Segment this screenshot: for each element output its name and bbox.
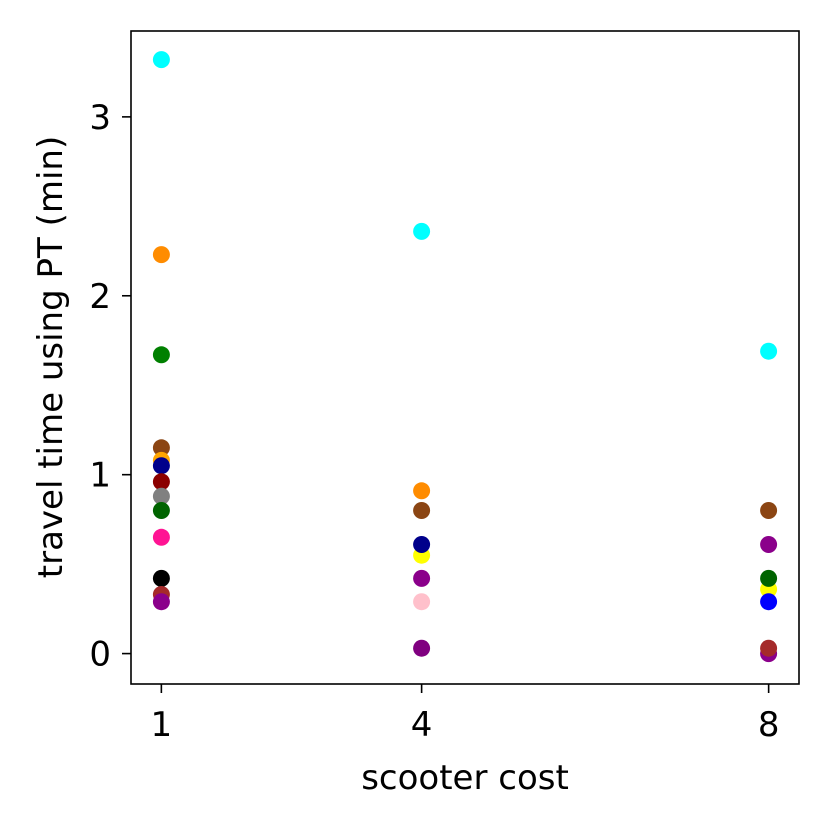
x-axis-ticks: 1 4 8 <box>151 684 780 745</box>
data-point <box>760 569 778 587</box>
y-axis-label: travel time using PT (min) <box>31 136 71 578</box>
data-point <box>152 457 170 475</box>
data-point <box>152 528 170 546</box>
data-point <box>152 502 170 519</box>
data-point <box>413 536 431 553</box>
data-point <box>413 593 431 611</box>
x-tick-label: 8 <box>758 705 780 745</box>
data-point <box>152 439 170 457</box>
y-axis-ticks: 0 1 2 3 <box>89 98 131 675</box>
data-point <box>413 482 431 500</box>
data-point <box>413 639 431 657</box>
data-point <box>152 569 170 587</box>
y-tick-label: 2 <box>89 277 111 317</box>
data-point <box>760 536 778 553</box>
y-tick-label: 1 <box>89 456 111 496</box>
data-points-group <box>152 51 778 663</box>
data-point <box>760 593 778 611</box>
y-tick-label: 3 <box>89 98 111 138</box>
data-point <box>152 473 170 491</box>
data-point <box>152 487 170 505</box>
data-point <box>760 502 778 519</box>
data-point <box>152 246 170 264</box>
x-tick-label: 4 <box>411 705 433 745</box>
data-point <box>413 569 431 587</box>
data-point <box>413 502 431 519</box>
data-point <box>413 222 431 240</box>
data-point <box>152 346 170 364</box>
data-point <box>152 51 170 69</box>
data-point <box>760 639 778 657</box>
x-axis-label: scooter cost <box>361 758 569 798</box>
data-point <box>152 593 170 611</box>
y-tick-label: 0 <box>89 635 111 675</box>
data-point <box>760 342 778 360</box>
x-tick-label: 1 <box>151 705 173 745</box>
plot-frame <box>130 30 800 685</box>
